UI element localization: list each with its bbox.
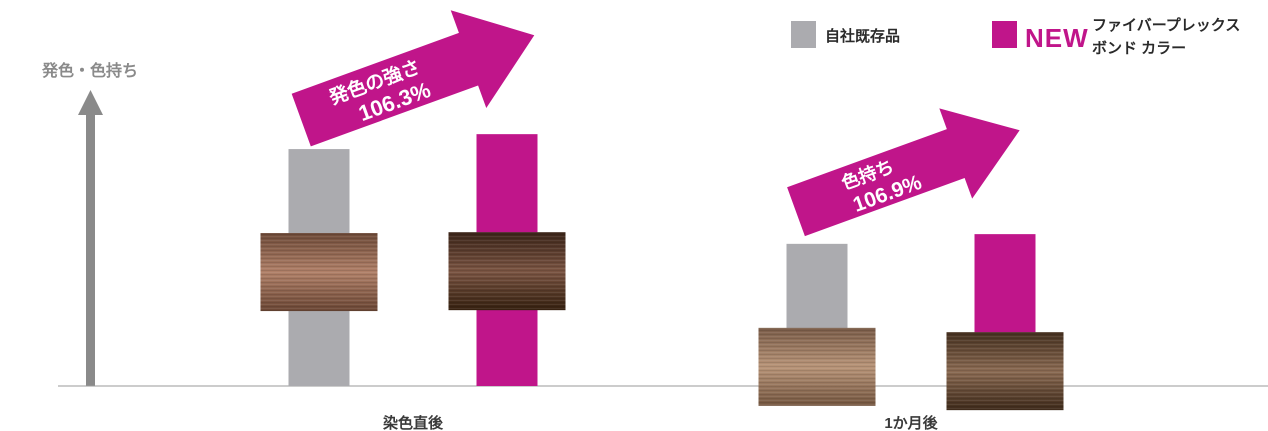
hair-swatch-layer (260, 232, 1064, 411)
legend-label-existing: 自社既存品 (825, 27, 900, 45)
hair-swatch-existing-one-month-later (758, 327, 876, 406)
y-axis-shaft (86, 112, 95, 386)
x-tick-label-one-month-later: 1か月後 (884, 414, 938, 431)
legend-label-new-line1: ファイバープレックス (1092, 17, 1240, 34)
y-axis-label: 発色・色持ち (41, 61, 138, 80)
legend-swatch-new (992, 21, 1017, 48)
arrow-shape (787, 108, 1020, 237)
hair-swatch-existing-just-after-dyeing (260, 233, 378, 312)
legend: 自社既存品 NEW ファイバープレックス ボンド カラー (791, 17, 1240, 57)
x-tick-label-just-after-dyeing: 染色直後 (382, 414, 444, 431)
annotation-arrow-color-retention: 色持ち 106.9% (787, 108, 1020, 237)
hair-swatch-new-one-month-later (946, 332, 1064, 411)
arrow-shape (291, 10, 535, 147)
hair-swatch-new-just-after-dyeing (448, 232, 566, 311)
y-axis-arrowhead (78, 90, 103, 115)
legend-swatch-existing (791, 21, 816, 48)
legend-label-new-line2: ボンド カラー (1092, 40, 1186, 57)
y-axis (78, 90, 103, 386)
legend-new-tag: NEW (1025, 23, 1089, 53)
